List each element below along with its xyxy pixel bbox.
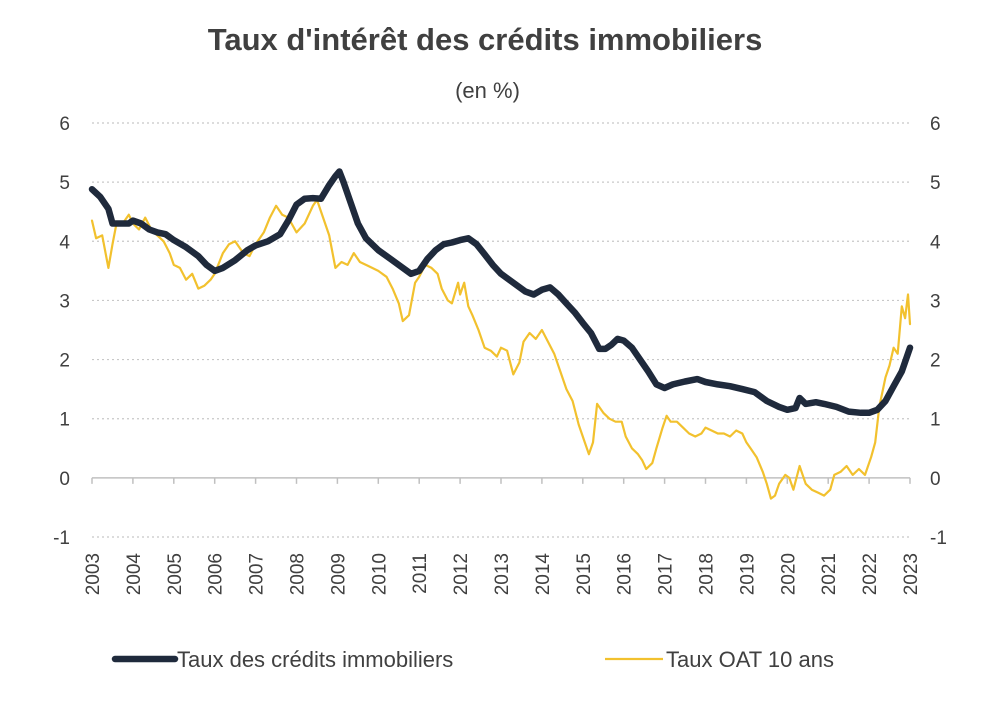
y-tick-label-right: 0	[930, 469, 941, 490]
x-tick-label: 2011	[410, 553, 431, 594]
x-tick-label: 2005	[165, 553, 186, 595]
x-axis: 2003 2004 2005 2006 2007 2008 2009 2010 2011 2012…	[83, 477, 922, 596]
x-tick-label: 2006	[206, 553, 227, 595]
x-tick-label: 2016	[615, 553, 636, 595]
y-tick-label-right: 2	[930, 351, 941, 372]
x-tick-label: 2009	[328, 553, 349, 595]
y-tick-label-left: 6	[59, 114, 70, 135]
y-tick-label-right: 3	[930, 291, 941, 312]
y-tick-label-left: 5	[59, 173, 70, 194]
x-tick-label: 2021	[819, 553, 840, 595]
y-axis-left: -1 0 1 2 3 4 5 6	[53, 114, 70, 549]
y-tick-label-left: 4	[59, 232, 70, 253]
x-tick-label: 2012	[451, 553, 472, 595]
grid-lines	[92, 122, 910, 538]
x-tick-label: 2022	[860, 553, 881, 595]
x-tick-label: 2008	[288, 553, 309, 595]
chart-subtitle: (en %)	[455, 78, 520, 103]
y-tick-label-left: 0	[59, 469, 70, 490]
x-tick-label: 2013	[492, 553, 513, 595]
y-axis-right: -1 0 1 2 3 4 5 6	[930, 114, 947, 549]
series-group	[88, 168, 914, 500]
x-tick-label: 2014	[533, 553, 554, 596]
legend: Taux des crédits immobiliers Taux OAT 10 …	[111, 647, 834, 672]
x-tick-label: 2007	[247, 553, 268, 595]
x-tick-label: 2010	[369, 553, 390, 595]
x-tick-label: 2023	[901, 553, 922, 595]
y-tick-label-left: 1	[59, 410, 70, 431]
y-tick-label-right: 4	[930, 232, 941, 253]
y-tick-label-right: 1	[930, 410, 941, 431]
x-tick-label: 2003	[83, 553, 104, 595]
chart-title: Taux d'intérêt des crédits immobiliers	[207, 22, 763, 57]
x-tick-label: 2018	[697, 553, 718, 595]
x-tick-label: 2004	[124, 553, 145, 596]
y-tick-label-right: 6	[930, 114, 941, 135]
y-tick-label-left: 3	[59, 291, 70, 312]
x-tick-label: 2019	[737, 553, 758, 595]
y-tick-label-right: -1	[930, 528, 947, 549]
x-tick-label: 2020	[778, 553, 799, 595]
x-tick-label: 2015	[574, 553, 595, 595]
y-tick-label-left: -1	[53, 528, 70, 549]
y-tick-label-right: 5	[930, 173, 941, 194]
series-line-credits	[88, 168, 914, 417]
legend-label-oat: Taux OAT 10 ans	[666, 647, 834, 672]
series-line-oat	[90, 198, 912, 500]
x-tick-label: 2017	[656, 553, 677, 595]
legend-label-credits: Taux des crédits immobiliers	[177, 647, 453, 672]
y-tick-label-left: 2	[59, 351, 70, 372]
